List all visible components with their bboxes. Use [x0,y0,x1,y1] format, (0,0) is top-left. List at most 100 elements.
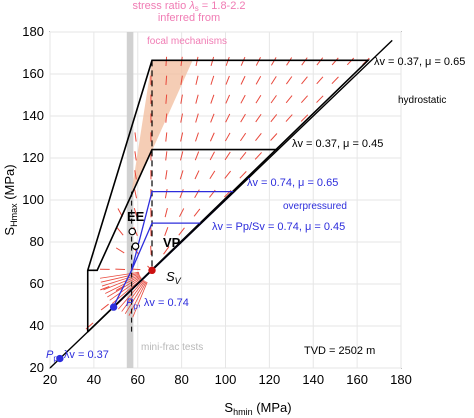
fault-tick [116,227,124,236]
fault-tick [134,132,137,142]
label-pp-074: Pp, λv = 0.74 [126,297,189,311]
x-tick-label: 140 [302,372,324,387]
fault-tick [286,57,293,66]
fault-tick [255,94,262,104]
label-074-045: λv = Pp/Sv = 0.74, μ = 0.45 [212,221,345,233]
y-tick-label: 160 [22,66,44,81]
tick-labels: 20 40 60 80 100 120 140 160 180 20 40 60 80 100 120 140… [22,24,412,387]
minifrac-band-rect [126,32,134,368]
fault-tick [195,75,199,85]
x-tick-label: 180 [390,372,412,387]
y-tick-label: 80 [30,234,44,249]
y-tick-label: 120 [22,150,44,165]
x-tick-label: 160 [346,372,368,387]
fault-tick [270,114,278,123]
fault-tick [225,75,230,85]
fault-tick [165,75,168,85]
fault-tick [150,245,152,256]
x-tick-label: 60 [131,372,145,387]
fault-tick [209,132,215,142]
fault-tick [180,113,183,123]
fault-tick [316,76,324,85]
data-point-vp [131,242,140,251]
fault-fan-line [99,271,140,279]
data-point-sv [148,266,156,275]
fault-tick [224,132,231,142]
fault-tick [165,113,168,123]
fault-tick [179,189,184,199]
fault-tick [209,151,215,161]
label-074-065: λv = 0.74, μ = 0.65 [247,177,338,189]
fault-tick [301,76,308,85]
annotation-focal-mechanisms: focal mechanisms [147,36,227,47]
fault-fan-line [107,276,142,298]
fault-tick [165,56,168,67]
fault-tick [115,247,125,254]
fault-tick [165,170,168,180]
data-point-pp-v-0-37 [56,354,64,363]
x-tick-label: 80 [174,372,188,387]
fault-tick [270,76,277,85]
fault-tick [225,94,231,104]
fault-tick [270,57,277,66]
fault-tick [165,94,168,104]
fault-tick [134,189,138,199]
fault-tick [195,113,199,123]
fault-tick [164,226,169,237]
fault-tick [346,57,355,66]
fault-tick [179,151,184,161]
fault-tick [239,151,247,160]
fault-tick [240,75,246,85]
label-ee: EE [127,209,145,224]
label-overpressured: overpressured [283,201,347,212]
data-point-ee [128,227,137,236]
label-pp-037: Pp, λv = 0.37 [46,349,109,363]
fault-tick [316,57,324,66]
fault-fan-line [100,272,140,283]
label-sv: SV [166,269,182,286]
fault-tick [270,95,277,104]
fault-fan-line [121,280,145,312]
fault-tick [180,75,183,85]
fault-tick [316,95,324,103]
fault-tick [164,189,168,199]
fault-tick [133,208,138,218]
fault-tick [195,132,199,142]
fault-tick [193,208,201,217]
stress-ratio-fill [131,60,193,192]
y-axis-title: SHmax (MPa) [2,164,19,235]
fault-tick [163,246,170,255]
fault-tick [178,227,185,236]
fault-tick [100,303,109,311]
fault-tick [165,151,168,161]
series-line-1 [86,59,371,333]
fault-tick [254,152,262,160]
fault-tick [134,170,137,180]
stress-ratio-region [131,60,193,192]
fault-tick [255,133,262,141]
fault-tick [225,113,231,123]
fault-fan-line [103,274,141,291]
fault-tick [285,76,293,85]
fault-tick [300,95,308,104]
fault-tick [195,94,199,104]
fault-fan-line [101,273,140,287]
x-tick-label: 120 [259,372,281,387]
fault-tick [331,76,339,85]
fault-fan-line [105,275,141,294]
fault-tick [270,133,278,141]
fault-tick [255,113,262,123]
fault-tick [239,171,247,179]
fault-tick [164,207,168,218]
fault-tick [301,57,308,66]
fault-tick [195,56,199,67]
annotation-inferred-from: inferred from [158,12,220,24]
minifrac-band [126,32,134,368]
label-hydrostatic: hydrostatic [398,95,446,106]
fault-tick [134,151,137,161]
label-minifrac: mini-frac tests [141,342,203,353]
series-line-2 [87,148,279,272]
x-tick-label: 20 [43,372,57,387]
